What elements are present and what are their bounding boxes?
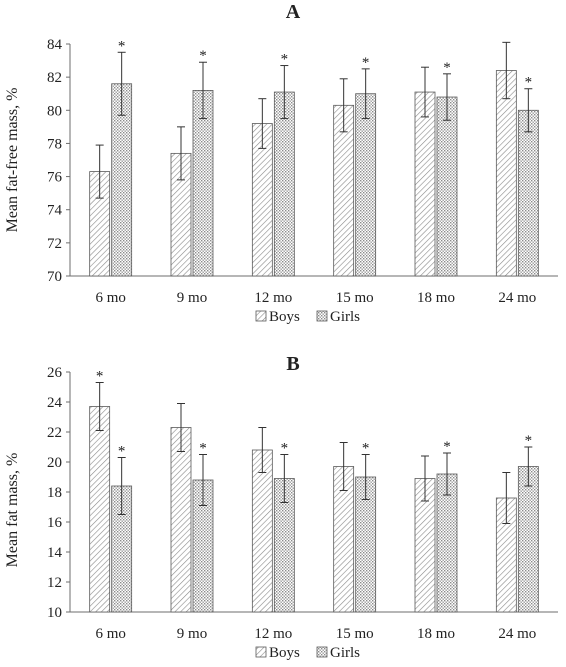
x-tick-label: 6 mo bbox=[95, 626, 125, 642]
legend-swatch-boys bbox=[255, 646, 267, 658]
bar-boys bbox=[89, 406, 111, 613]
significance-asterisk: * bbox=[362, 55, 370, 71]
y-tick-label: 20 bbox=[47, 455, 62, 471]
x-tick-label: 12 mo bbox=[254, 626, 292, 642]
panel-b-title: B bbox=[286, 353, 299, 375]
significance-asterisk: * bbox=[443, 60, 451, 76]
y-tick-label: 24 bbox=[47, 395, 63, 411]
y-tick-label: 16 bbox=[47, 515, 63, 531]
panel-b-plot-area: 10 12 14 16 18 20 22 24 26 6 mo * * 9 mo * 12 mo * 15 mo… bbox=[47, 365, 558, 642]
significance-asterisk: * bbox=[443, 439, 451, 455]
legend-swatch-girls bbox=[316, 646, 328, 658]
panel-b-legend: Boys Girls bbox=[255, 645, 360, 661]
significance-asterisk: * bbox=[525, 433, 533, 449]
y-tick-label: 80 bbox=[47, 103, 62, 119]
significance-asterisk: * bbox=[281, 52, 289, 68]
panel-a-legend: Boys Girls bbox=[255, 309, 360, 325]
significance-asterisk: * bbox=[362, 441, 370, 457]
bar-girls bbox=[355, 93, 377, 277]
x-tick-label: 18 mo bbox=[417, 290, 455, 306]
x-tick-label: 15 mo bbox=[336, 290, 374, 306]
panel-b: B Mean fat mass, % 10 12 14 16 18 20 22 24 26 6 m… bbox=[4, 353, 558, 661]
x-tick-label: 12 mo bbox=[254, 290, 292, 306]
y-tick-label: 10 bbox=[47, 605, 62, 621]
x-tick-label: 9 mo bbox=[177, 626, 207, 642]
y-tick-label: 74 bbox=[47, 203, 63, 219]
y-tick-label: 12 bbox=[47, 575, 62, 591]
panel-b-y-axis-label: Mean fat mass, % bbox=[4, 453, 21, 568]
legend-label-girls: Girls bbox=[330, 309, 360, 325]
panel-a: A Mean fat-free mass, % 70 72 74 76 78 80 82 84… bbox=[4, 1, 558, 325]
significance-asterisk: * bbox=[199, 48, 207, 64]
legend-label-boys: Boys bbox=[269, 309, 300, 325]
x-tick-label: 24 mo bbox=[498, 626, 536, 642]
bar-girls bbox=[517, 109, 539, 277]
y-tick-label: 14 bbox=[47, 545, 63, 561]
significance-asterisk: * bbox=[525, 75, 533, 91]
y-tick-label: 76 bbox=[47, 170, 63, 186]
x-tick-label: 9 mo bbox=[177, 290, 207, 306]
x-tick-label: 18 mo bbox=[417, 626, 455, 642]
legend-swatch-boys bbox=[255, 310, 267, 322]
bar-girls bbox=[273, 91, 295, 277]
y-tick-label: 26 bbox=[47, 365, 63, 381]
bar-boys bbox=[495, 70, 517, 277]
bar-boys bbox=[251, 449, 273, 613]
panel-a-y-axis-label: Mean fat-free mass, % bbox=[4, 88, 21, 233]
y-tick-label: 22 bbox=[47, 425, 62, 441]
panel-a-plot-area: 70 72 74 76 78 80 82 84 6 mo * 9 mo * 12 mo * 15 mo * 18… bbox=[47, 37, 558, 306]
significance-asterisk: * bbox=[118, 38, 126, 54]
y-tick-label: 78 bbox=[47, 136, 62, 152]
bar-girls bbox=[517, 466, 539, 613]
y-tick-label: 70 bbox=[47, 269, 62, 285]
x-tick-label: 6 mo bbox=[95, 290, 125, 306]
y-tick-label: 82 bbox=[47, 70, 62, 86]
significance-asterisk: * bbox=[199, 441, 207, 457]
x-tick-label: 24 mo bbox=[498, 290, 536, 306]
bar-girls bbox=[436, 96, 458, 277]
y-tick-label: 18 bbox=[47, 485, 62, 501]
panel-a-title: A bbox=[286, 1, 301, 23]
legend-label-girls: Girls bbox=[330, 645, 360, 661]
significance-asterisk: * bbox=[118, 444, 126, 460]
bar-boys bbox=[170, 427, 192, 613]
legend-label-boys: Boys bbox=[269, 645, 300, 661]
y-tick-label: 72 bbox=[47, 236, 62, 252]
legend-swatch-girls bbox=[316, 310, 328, 322]
y-tick-label: 84 bbox=[47, 37, 63, 53]
significance-asterisk: * bbox=[281, 441, 289, 457]
x-tick-label: 15 mo bbox=[336, 626, 374, 642]
bar-boys bbox=[414, 91, 436, 277]
significance-asterisk: * bbox=[96, 369, 104, 385]
